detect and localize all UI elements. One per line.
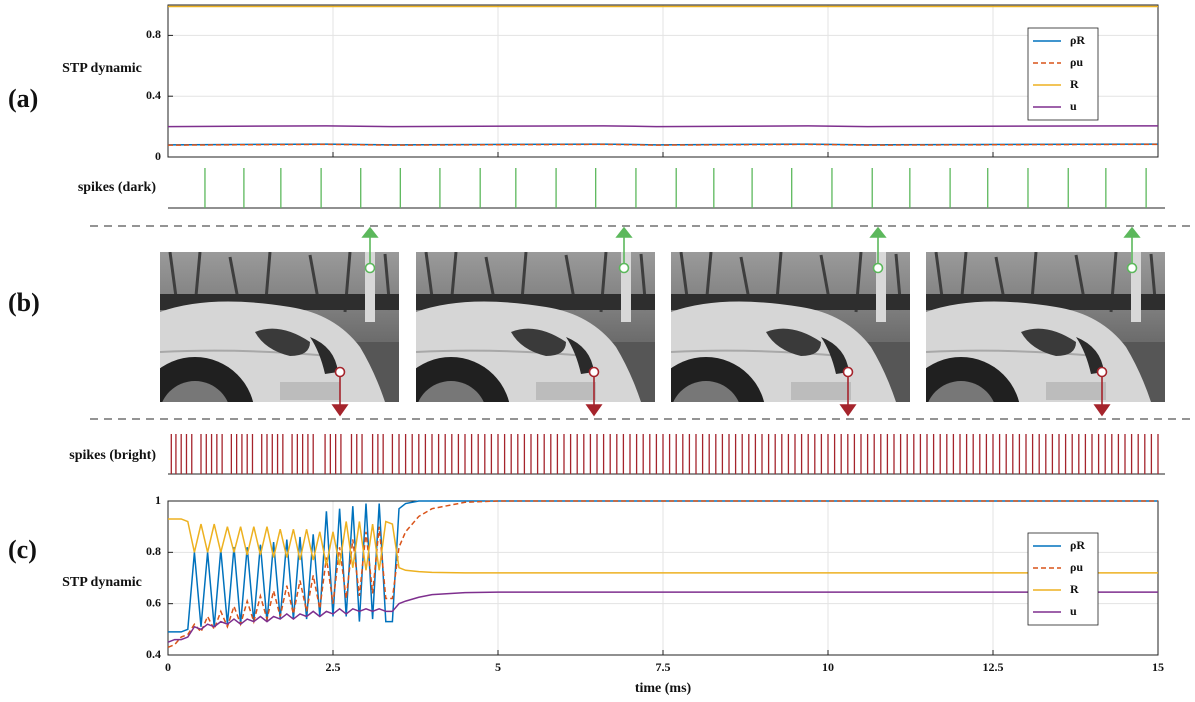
y-tick-label: 0.6: [146, 595, 161, 609]
x-tick-label: 0: [165, 660, 171, 674]
axes-box: [167, 4, 1159, 158]
series-line: [167, 500, 1158, 648]
legend-box: [1027, 532, 1099, 626]
legend-label: ρu: [1070, 55, 1083, 69]
arrows: [331, 226, 1141, 417]
legend-label: ρu: [1070, 560, 1083, 574]
y-tick-label: 1: [155, 493, 161, 507]
legend-box: [1027, 27, 1099, 121]
legend-label: R: [1070, 582, 1079, 596]
y-tick-label: 0.4: [146, 88, 161, 102]
x-tick-label: 2.5: [326, 660, 341, 674]
frame-image: [646, 252, 910, 477]
x-tick-label: 15: [1152, 660, 1164, 674]
y-axis-label: spikes (dark): [77, 180, 156, 195]
y-axis-label: STP dynamic: [62, 61, 142, 76]
y-axis-label: STP dynamic: [62, 575, 142, 590]
y-tick-label: 0.8: [146, 544, 161, 558]
frame-image: [391, 252, 655, 477]
legend-label: u: [1070, 604, 1077, 618]
panel-label: (a): [8, 84, 39, 113]
x-tick-label: 5: [495, 660, 501, 674]
legend-label: u: [1070, 99, 1077, 113]
series-line: [167, 591, 1158, 643]
y-axis-label: spikes (bright): [69, 448, 156, 463]
panel-label: (b): [8, 288, 40, 317]
y-tick-label: 0: [155, 149, 161, 163]
y-tick-label: 0.8: [146, 27, 161, 41]
legend-label: ρR: [1070, 33, 1085, 47]
series-line: [167, 143, 1158, 146]
legend-label: ρR: [1070, 538, 1085, 552]
series-line: [168, 518, 1158, 574]
legend-label: R: [1070, 77, 1079, 91]
x-tick-label: 7.5: [656, 660, 671, 674]
y-tick-label: 0.4: [146, 647, 161, 661]
panel-label: (c): [8, 535, 37, 564]
x-axis-label: time (ms): [634, 681, 692, 696]
series-line: [167, 125, 1158, 128]
x-tick-label: 10: [822, 660, 834, 674]
x-tick-label: 12.5: [983, 660, 1004, 674]
